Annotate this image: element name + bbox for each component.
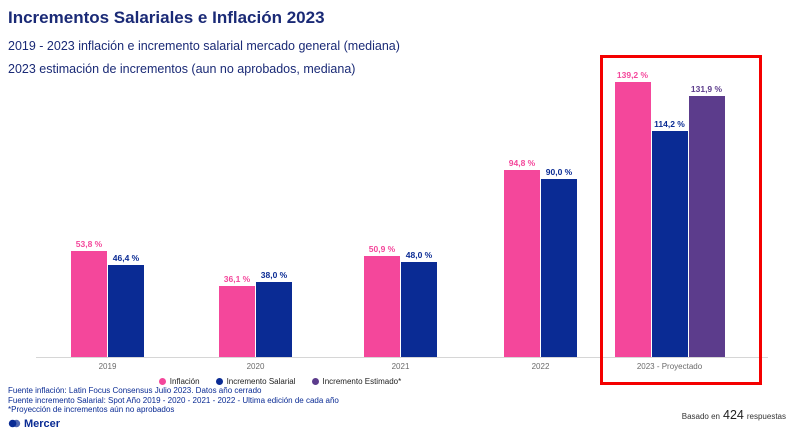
brand-lockup: Mercer [8,417,60,430]
bar-group-2021: 50,9 % 48,0 % [333,50,468,357]
value-label: 94,8 % [508,158,536,168]
highlight-box-2023 [600,55,762,385]
value-label: 48,0 % [405,250,433,260]
bar-inflacio-n-2019: 53,8 % [71,239,107,357]
subtitle-line-2: 2023 estimación de incrementos (aun no a… [8,62,356,76]
bar [71,251,107,357]
legend-label: Incremento Salarial [226,377,296,386]
legend-item-inflacio-n: Inflación [158,377,200,386]
sample-count: 424 [723,408,744,422]
bar [688,96,725,357]
category-label-2020: 2020 [246,362,265,371]
value-label: 53,8 % [75,239,103,249]
bar [541,179,577,357]
category-label-2021: 2021 [391,362,410,371]
value-label: 50,9 % [368,244,396,254]
value-label: 90,0 % [545,167,573,177]
value-label: 114,2 % [654,119,685,129]
bar-group-2022: 94,8 % 90,0 % [473,50,608,357]
source-line-2: Fuente incremento Salarial: Spot Año 201… [8,395,339,405]
bar [614,82,651,357]
legend-item-incremento-estimado: Incremento Estimado* [311,377,402,386]
category-label-2022: 2022 [531,362,550,371]
bar-incremento-salarial-2020: 38,0 % [256,270,292,357]
category-label-2019: 2019 [98,362,117,371]
value-label: 38,0 % [260,270,288,280]
bar-incremento-salarial-2022: 90,0 % [541,167,577,357]
bar-incremento-salarial-2021: 48,0 % [401,250,437,357]
legend-dot-icon [158,378,166,385]
value-label: 139,2 % [616,70,649,80]
sample-suffix: respuestas [746,412,786,421]
legend-label: Incremento Estimado* [322,377,402,386]
bar [219,286,255,357]
brand-name: Mercer [24,417,61,430]
bar-incremento-estimado-2023-proyectado: 131,9 % [688,84,725,357]
chart-legend: Inflación Incremento Salarial Incremento E… [0,377,560,386]
page-title: Incrementos Salariales e Inflación 2023 [8,8,325,27]
bar-inflacio-n-2022: 94,8 % [504,158,540,357]
bar-inflacio-n-2020: 36,1 % [219,274,255,357]
legend-item-incremento-salarial: Incremento Salarial [215,377,296,386]
source-line-3: *Proyección de incrementos aún no aproba… [8,405,175,415]
bar-inflacio-n-2023-proyectado: 139,2 % [614,70,651,357]
x-axis-line [36,357,768,358]
sample-size-note: Basado en 424 respuestas [682,408,786,422]
bar-group-2020: 36,1 % 38,0 % [188,50,323,357]
bar [108,265,144,357]
source-line-1: Fuente inflación: Latin Focus Consensus … [8,386,262,395]
value-label: 46,4 % [112,253,140,263]
bar-incremento-salarial-2019: 46,4 % [108,253,144,357]
source-notes: Fuente inflación: Latin Focus Consensus … [8,386,339,415]
bar-chart: Inflación Incremento Salarial Incremento E… [0,50,800,395]
bar [504,170,540,357]
value-label: 36,1 % [223,274,251,284]
bar-group-2019: 53,8 % 46,4 % [40,50,175,357]
mercer-logo-icon [8,417,21,430]
bar-inflacio-n-2021: 50,9 % [364,244,400,357]
legend-dot-icon [215,378,223,385]
sample-prefix: Basado en [681,412,720,421]
bar [256,282,292,357]
bar [401,262,437,357]
bar-group-2023-proyectado: 139,2 % 114,2 % 131,9 % [612,50,727,357]
legend-label: Inflación [169,377,200,386]
value-label: 131,9 % [690,84,723,94]
category-label-2023-proyectado: 2023 - Proyectado [636,362,703,371]
bar-incremento-salarial-2023-proyectado: 114,2 % [651,119,688,357]
legend-dot-icon [311,378,319,385]
bar [651,131,688,357]
bar [364,256,400,357]
subtitle-line-1: 2019 - 2023 inflación e incremento salar… [8,39,400,53]
